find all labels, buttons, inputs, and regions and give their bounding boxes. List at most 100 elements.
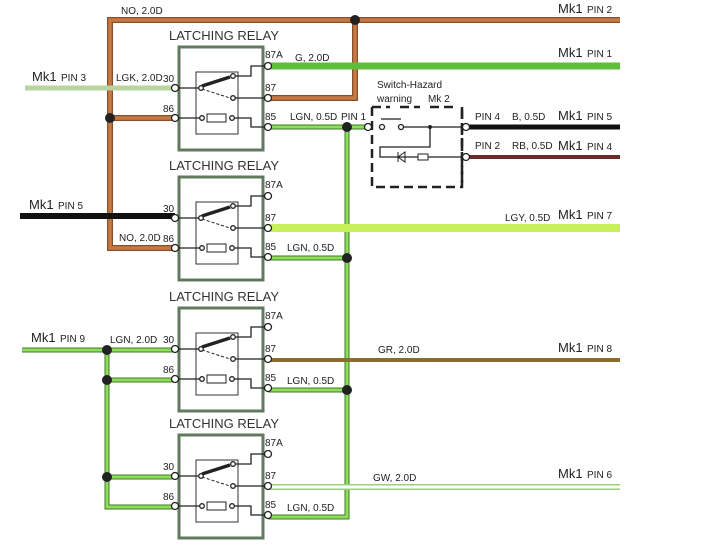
relay-contact-terminal xyxy=(229,115,235,121)
relay-contact-terminal xyxy=(198,85,204,91)
relay-contact-terminal xyxy=(229,503,235,509)
relay-pin-label-p87a: 87A xyxy=(265,311,283,322)
mk1-pin5-right-label: Mk1 PIN 5 xyxy=(558,107,612,124)
relay-coil xyxy=(206,243,227,253)
relay-contact-arm xyxy=(201,205,231,218)
relay-pin-label-p86: 86 xyxy=(163,365,175,376)
relay-pin-terminal[interactable] xyxy=(263,322,273,332)
relay-pin-terminal[interactable] xyxy=(263,383,273,393)
relay-coil xyxy=(206,501,227,511)
relay-pin-label-p30: 30 xyxy=(163,74,175,85)
relay-pin-terminal[interactable] xyxy=(263,252,273,262)
relay-pin-label-p87: 87 xyxy=(265,83,277,94)
relay-pin-terminal[interactable] xyxy=(170,243,180,253)
latching-relay[interactable]: LATCHING RELAY 30 86 87A 87 85 xyxy=(163,158,283,282)
relay-pin-label-p85: 85 xyxy=(265,112,277,123)
mk1-pin1-label: Mk1 PIN 1 xyxy=(558,44,612,61)
label-sw-pin2: PIN 2 xyxy=(475,141,500,152)
relay-pin-label-p86: 86 xyxy=(163,234,175,245)
relay-pin-terminal[interactable] xyxy=(263,449,273,459)
label-lgk: LGK, 2.0D xyxy=(116,73,163,84)
lgn-bus-wire xyxy=(268,124,365,520)
relay-contact-terminal xyxy=(199,503,205,509)
relay-pin-terminal[interactable] xyxy=(263,93,273,103)
relay-pin-terminal[interactable] xyxy=(263,223,273,233)
mk1-pin5-left-label: Mk1 PIN 5 xyxy=(29,196,83,213)
relay-contact-arm xyxy=(201,75,231,88)
relay-contact-terminal xyxy=(230,356,236,362)
latching-relay[interactable]: LATCHING RELAY 30 86 87A 87 85 xyxy=(163,416,283,540)
relay-title: LATCHING RELAY xyxy=(169,289,279,304)
relay-coil xyxy=(206,374,227,384)
relay-contact-terminal xyxy=(230,225,236,231)
relay-contact-terminal xyxy=(230,334,236,340)
switch-title: Switch-Hazard xyxy=(377,80,442,91)
relay-inner xyxy=(195,332,239,396)
label-g: G, 2.0D xyxy=(295,53,329,64)
label-sw-pin4: PIN 4 xyxy=(475,112,500,123)
relay-pin-terminal[interactable] xyxy=(170,83,180,93)
relay-contact-terminal xyxy=(230,483,236,489)
relay-contact-terminal xyxy=(198,346,204,352)
relay-pin-label-p30: 30 xyxy=(163,462,175,473)
relay-title: LATCHING RELAY xyxy=(169,416,279,431)
label-lgn-2: LGN, 0.5D xyxy=(287,243,334,254)
relay-pin-label-p85: 85 xyxy=(265,242,277,253)
label-no-bottom: NO, 2.0D xyxy=(119,233,161,244)
label-lgn-3: LGN, 0.5D xyxy=(287,376,334,387)
label-gw: GW, 2.0D xyxy=(373,473,416,484)
relay-pin-label-p30: 30 xyxy=(163,204,175,215)
relay-contact-terminal xyxy=(199,245,205,251)
orange-wire-no xyxy=(107,17,620,251)
latching-relay[interactable]: LATCHING RELAY 30 86 87A 87 85 xyxy=(163,28,283,152)
relay-pin-terminal[interactable] xyxy=(170,374,180,384)
relay-contact-terminal xyxy=(230,461,236,467)
relay-contact-terminal xyxy=(198,215,204,221)
relay-coil xyxy=(206,113,227,123)
relay-pin-terminal[interactable] xyxy=(263,191,273,201)
relay-pin-label-p86: 86 xyxy=(163,492,175,503)
label-lgn-in: LGN, 2.0D xyxy=(110,335,157,346)
switch-hazard-warning[interactable] xyxy=(363,105,471,189)
mk1-pin4-label: Mk1 PIN 4 xyxy=(558,137,612,154)
relay-title: LATCHING RELAY xyxy=(169,158,279,173)
relay-pin-terminal[interactable] xyxy=(170,213,180,223)
relay-contact-terminal xyxy=(230,73,236,79)
label-pin1: PIN 1 xyxy=(341,112,366,123)
switch-mk2: Mk 2 xyxy=(428,94,450,105)
relay-contact-terminal xyxy=(230,203,236,209)
relay-contact-arm xyxy=(201,463,231,476)
relay-pin-label-p87a: 87A xyxy=(265,50,283,61)
relay-contact-terminal xyxy=(230,95,236,101)
relay-contact-terminal xyxy=(199,376,205,382)
relay-pin-terminal[interactable] xyxy=(170,471,180,481)
label-lgn-4: LGN, 0.5D xyxy=(287,503,334,514)
junction-dots xyxy=(102,15,360,482)
relay-pin-terminal[interactable] xyxy=(170,113,180,123)
relay-pin-label-p85: 85 xyxy=(265,373,277,384)
relay-pin-terminal[interactable] xyxy=(170,501,180,511)
relay-pin-terminal[interactable] xyxy=(170,344,180,354)
relay-contact-terminal xyxy=(229,245,235,251)
label-rb: RB, 0.5D xyxy=(512,141,553,152)
label-lgn-1: LGN, 0.5D xyxy=(290,112,337,123)
label-b: B, 0.5D xyxy=(512,112,545,123)
mk1-pin2-label: Mk1 PIN 2 xyxy=(558,0,612,17)
connector-labels: Mk1 PIN 2 Mk1 PIN 1 Mk1 PIN 3 Mk1 PIN 5 … xyxy=(29,0,612,481)
relay-pin-terminal[interactable] xyxy=(263,481,273,491)
relay-pin-label-p30: 30 xyxy=(163,335,175,346)
relay-pin-terminal[interactable] xyxy=(263,354,273,364)
mk1-pin9-label: Mk1 PIN 9 xyxy=(31,329,85,346)
relay-pin-terminal[interactable] xyxy=(263,122,273,132)
relay-internal-wiring xyxy=(175,326,268,389)
relay-pin-label-p87: 87 xyxy=(265,471,277,482)
relay-pin-terminal[interactable] xyxy=(263,510,273,520)
relay-pin-label-p87: 87 xyxy=(265,213,277,224)
relay-contact-terminal xyxy=(198,473,204,479)
relay-contact-terminal xyxy=(229,376,235,382)
lgn-input-wire xyxy=(22,347,175,510)
label-no-top: NO, 2.0D xyxy=(121,6,163,17)
relay-pin-terminal[interactable] xyxy=(263,61,273,71)
latching-relay[interactable]: LATCHING RELAY 30 86 87A 87 85 xyxy=(163,289,283,413)
relay-pin-label-p87: 87 xyxy=(265,344,277,355)
